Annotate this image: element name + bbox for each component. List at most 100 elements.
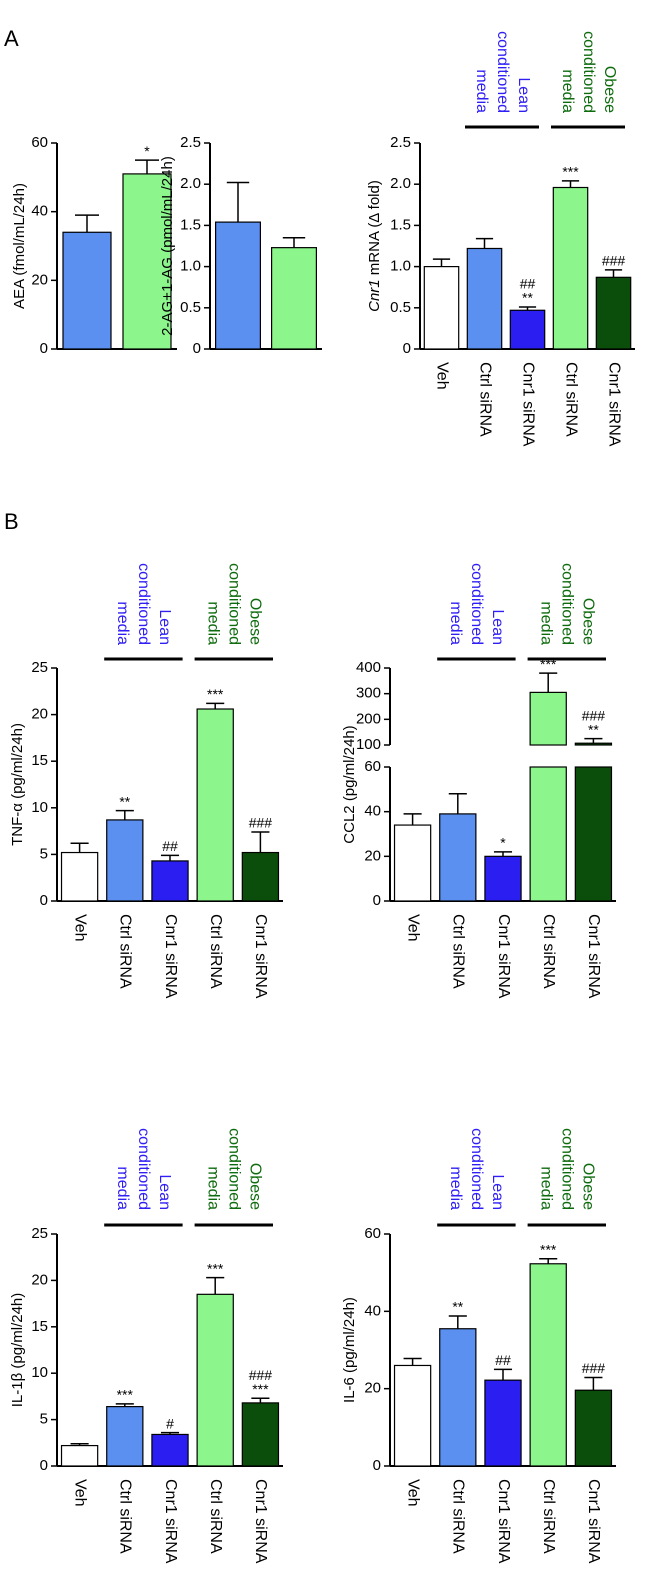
annotation: ***	[252, 1381, 269, 1397]
y-axis-label: TNF-α (pg/ml/24h)	[9, 723, 26, 846]
annotation: ##	[162, 838, 178, 854]
annotation: #	[166, 1415, 174, 1431]
bar	[60, 1444, 99, 1467]
bar	[484, 1379, 522, 1467]
annotation: *	[144, 143, 150, 159]
y-tick-label: 1.0	[390, 258, 411, 275]
group-label: conditioned	[135, 1128, 152, 1210]
bar	[196, 1293, 234, 1467]
group-label: conditioned	[559, 563, 576, 645]
bar	[151, 1433, 189, 1467]
annotation: ##	[520, 276, 536, 292]
y-tick-label: 0.5	[390, 299, 411, 316]
y-tick-label: 40	[31, 203, 48, 220]
x-tick-label: Ctrl siRNA	[476, 362, 493, 437]
annotation: ##	[495, 1352, 511, 1368]
y-tick-label: 0	[403, 340, 411, 357]
bar	[574, 766, 613, 902]
x-tick-label: Veh	[71, 914, 88, 942]
group-label: conditioned	[468, 563, 485, 645]
group-label: Lean	[515, 77, 532, 113]
group-label: conditioned	[226, 1128, 243, 1210]
group-label: media	[114, 601, 131, 645]
bar	[439, 813, 477, 902]
annotation: ***	[207, 686, 224, 702]
y-axis-label-italic: Cnr1	[366, 279, 383, 312]
y-tick-label: 0	[40, 1457, 48, 1474]
x-tick-label: Cnr1 siRNA	[495, 1479, 512, 1564]
bar	[62, 231, 112, 350]
bar	[151, 860, 189, 902]
group-label: media	[538, 601, 555, 645]
y-axis-label-text: mRNA (Δ fold)	[366, 180, 383, 279]
bar	[241, 1402, 280, 1467]
x-tick-label: Cnr1 siRNA	[495, 914, 512, 999]
x-tick-label: Cnr1 siRNA	[519, 362, 536, 447]
y-tick-label: 0	[40, 340, 48, 357]
y-tick-label: 5	[40, 845, 48, 862]
bar	[196, 708, 234, 902]
bar	[215, 221, 262, 350]
y-tick-label: 100	[356, 736, 381, 753]
group-label: conditioned	[580, 31, 597, 113]
group-label: Obese	[247, 1163, 264, 1210]
group-label: conditioned	[559, 1128, 576, 1210]
group-label: media	[538, 1166, 555, 1210]
x-tick-label: Cnr1 siRNA	[252, 1479, 269, 1564]
group-label: Obese	[580, 1163, 597, 1210]
x-tick-label: Ctrl siRNA	[562, 362, 579, 437]
annotation: **	[452, 1299, 463, 1315]
annotation: **	[119, 793, 130, 809]
y-axis-label: AEA (fmol/mL/24h)	[11, 183, 28, 309]
group-label: media	[205, 601, 222, 645]
x-tick-label: Ctrl siRNA	[450, 1479, 467, 1554]
x-tick-label: Veh	[404, 914, 421, 942]
x-tick-label: Ctrl siRNA	[450, 914, 467, 989]
y-tick-label: 20	[364, 1380, 381, 1397]
bar	[529, 691, 567, 746]
y-tick-label: 60	[364, 758, 381, 775]
group-label: Obese	[247, 598, 264, 645]
bar	[241, 851, 280, 902]
bar	[529, 766, 567, 902]
group-label: Obese	[601, 66, 618, 113]
y-tick-label: 2.0	[180, 175, 201, 192]
y-tick-label: 15	[31, 752, 48, 769]
x-tick-label: Cnr1 siRNA	[585, 1479, 602, 1564]
y-tick-label: 20	[31, 1271, 48, 1288]
x-tick-label: Cnr1 siRNA	[585, 914, 602, 999]
y-tick-label: 20	[31, 271, 48, 288]
bar	[271, 247, 318, 350]
y-tick-label: 200	[356, 710, 381, 727]
x-tick-label: Ctrl siRNA	[117, 1479, 134, 1554]
annotation: **	[522, 290, 533, 306]
annotation: ###	[602, 253, 626, 269]
group-label: media	[559, 69, 576, 113]
group-label: Obese	[580, 598, 597, 645]
group-label: conditioned	[226, 563, 243, 645]
y-tick-label: 40	[364, 1302, 381, 1319]
x-tick-label: Cnr1 siRNA	[162, 914, 179, 999]
x-tick-label: Ctrl siRNA	[207, 914, 224, 989]
y-tick-label: 1.5	[180, 216, 201, 233]
panel-label: A	[4, 26, 19, 51]
y-tick-label: 60	[364, 1225, 381, 1242]
x-tick-label: Ctrl siRNA	[540, 1479, 557, 1554]
bar	[106, 819, 144, 902]
bar	[574, 1389, 613, 1467]
bar	[393, 824, 432, 902]
y-tick-label: 25	[31, 1225, 48, 1242]
y-tick-label: 20	[364, 847, 381, 864]
annotation: ###	[582, 707, 606, 723]
y-tick-label: 0	[193, 340, 201, 357]
y-tick-label: 0.5	[180, 299, 201, 316]
bar	[423, 266, 460, 350]
group-label: Lean	[489, 1174, 506, 1210]
group-label: Lean	[156, 1174, 173, 1210]
bar	[595, 276, 632, 350]
y-tick-label: 20	[31, 706, 48, 723]
bar	[106, 1406, 144, 1467]
annotation: ***	[117, 1387, 134, 1403]
y-tick-label: 0	[373, 892, 381, 909]
